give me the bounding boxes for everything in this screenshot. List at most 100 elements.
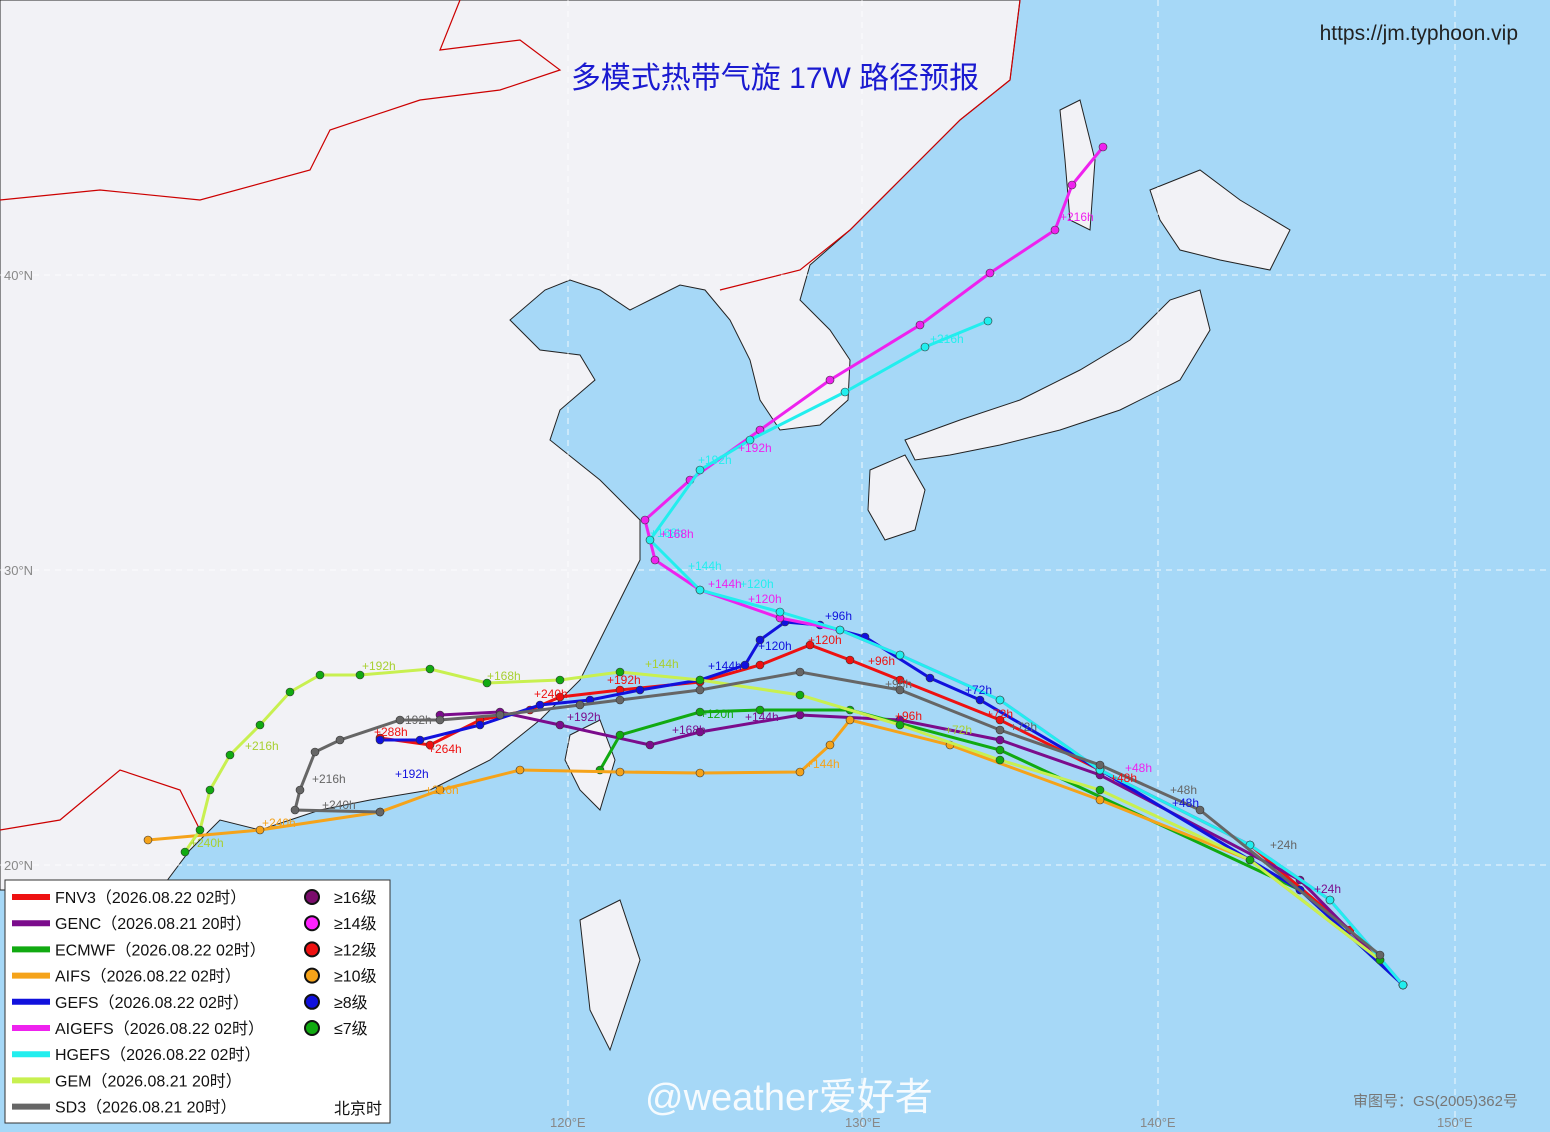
track-label: +144h bbox=[745, 710, 779, 724]
track-point bbox=[1325, 895, 1335, 905]
track-line bbox=[598, 708, 1405, 987]
track-label: +168h bbox=[650, 526, 684, 540]
track-point bbox=[695, 675, 705, 685]
legend-label: SD3（2026.08.21 20时） bbox=[55, 1099, 236, 1117]
track-label: +144h bbox=[806, 757, 840, 771]
track-point bbox=[995, 745, 1005, 755]
track-point bbox=[695, 465, 705, 475]
track-label: +216h bbox=[245, 739, 279, 753]
intensity-label: ≥16级 bbox=[334, 889, 377, 907]
track-point bbox=[1095, 795, 1105, 805]
track-point bbox=[535, 700, 545, 710]
track-point bbox=[840, 387, 850, 397]
track-point bbox=[645, 740, 655, 750]
track-label: +96h bbox=[885, 677, 912, 691]
track-point bbox=[795, 667, 805, 677]
track-point bbox=[755, 705, 765, 715]
track-label: +240h bbox=[534, 687, 568, 701]
legend-model: GEM bbox=[55, 1073, 91, 1090]
legend-box bbox=[4, 879, 391, 1124]
track-label: +192h bbox=[698, 453, 732, 467]
legend: FNV3 （2026.08.22 02时） GENC（2026.08.21 20时）… bbox=[4, 879, 391, 1124]
track-label: +120h bbox=[748, 592, 782, 606]
legend-label: AIGEFS（2026.08.22 02时） bbox=[55, 1020, 264, 1038]
legend-run: （2026.08.22 02时） bbox=[99, 994, 249, 1012]
legend-run: （2026.08.21 20时） bbox=[86, 1099, 236, 1117]
border bbox=[0, 0, 1021, 831]
intensity-dot bbox=[304, 1020, 320, 1036]
track-point bbox=[575, 700, 585, 710]
track-line bbox=[147, 718, 1381, 962]
legend-model: GEFS bbox=[55, 995, 99, 1012]
legend-label: AIFS（2026.08.22 02时） bbox=[55, 968, 241, 986]
intensity-label: ≥12级 bbox=[334, 941, 377, 959]
track-labels: +216h +216h +192h +192h +168h+168h +144h +144h… bbox=[190, 210, 1341, 896]
track-point bbox=[825, 740, 835, 750]
track-point bbox=[615, 767, 625, 777]
url: https://jm.typhoon.vip bbox=[1320, 22, 1518, 45]
track-point bbox=[255, 825, 265, 835]
track-point bbox=[1095, 760, 1105, 770]
track-label: +144h bbox=[645, 657, 679, 671]
track-point bbox=[795, 710, 805, 720]
legend-model: AIGEFS bbox=[55, 1021, 114, 1038]
track-point bbox=[695, 707, 705, 717]
intensity-label: ≥10级 bbox=[334, 968, 377, 986]
lon-label: 150°E bbox=[1437, 1115, 1473, 1130]
track-point bbox=[295, 785, 305, 795]
legend-run: （2026.08.22 02时） bbox=[114, 1020, 264, 1038]
track-point bbox=[635, 685, 645, 695]
track-point bbox=[425, 664, 435, 674]
track-point bbox=[195, 825, 205, 835]
track-label: +72h bbox=[1010, 720, 1037, 734]
intensity-label: ≤7级 bbox=[334, 1020, 368, 1038]
tracks bbox=[143, 142, 1408, 990]
track-point bbox=[915, 320, 925, 330]
track-point bbox=[315, 670, 325, 680]
track-point bbox=[650, 555, 660, 565]
track-point bbox=[285, 687, 295, 697]
track-label: +144h bbox=[708, 577, 742, 591]
track-point bbox=[615, 730, 625, 740]
track-label: +48h bbox=[1110, 771, 1137, 785]
track-point bbox=[375, 807, 385, 817]
track-point bbox=[1245, 855, 1255, 865]
legend-label: GENC（2026.08.21 20时） bbox=[55, 915, 252, 933]
track-point bbox=[695, 685, 705, 695]
track-point bbox=[825, 375, 835, 385]
legend-model: SD3 bbox=[55, 1100, 86, 1117]
track-label: +216h bbox=[1060, 210, 1094, 224]
lat-label: 20°N bbox=[4, 858, 33, 873]
track-point bbox=[755, 660, 765, 670]
track-label: +96h bbox=[868, 654, 895, 668]
track-point bbox=[985, 268, 995, 278]
track-label: +288h bbox=[374, 725, 408, 739]
intensity-dot bbox=[304, 915, 320, 932]
track-label: +120h bbox=[740, 577, 774, 591]
track-point bbox=[515, 765, 525, 775]
track-point bbox=[695, 768, 705, 778]
track-point bbox=[983, 316, 993, 326]
track-label: +192h bbox=[567, 710, 601, 724]
track-point bbox=[1098, 142, 1108, 152]
track-label: +72h bbox=[965, 683, 992, 697]
lat-label: 40°N bbox=[4, 268, 33, 283]
track-point bbox=[755, 635, 765, 645]
legend-model: FNV3 bbox=[55, 890, 96, 907]
legend-run: （2026.08.21 20时） bbox=[101, 915, 251, 933]
track-point bbox=[795, 767, 805, 777]
intensity-label: ≥8级 bbox=[334, 994, 368, 1012]
track-label: +48h bbox=[1170, 783, 1197, 797]
track-point bbox=[895, 720, 905, 730]
track-label: +72h bbox=[945, 723, 972, 737]
track-point bbox=[435, 785, 445, 795]
track-point bbox=[375, 735, 385, 745]
track-point bbox=[255, 720, 265, 730]
intensity-dot bbox=[304, 889, 320, 905]
track-point bbox=[143, 835, 153, 845]
track-point bbox=[995, 715, 1005, 725]
track-label: +168h bbox=[660, 527, 694, 541]
track-point bbox=[415, 735, 425, 745]
track-point bbox=[180, 847, 190, 857]
legend-model: AIFS bbox=[55, 969, 91, 986]
